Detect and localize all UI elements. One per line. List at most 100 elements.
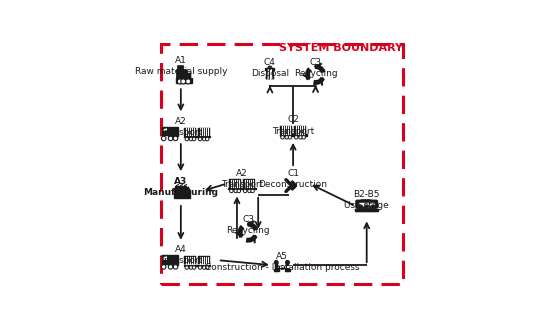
Bar	[177, 80, 192, 83]
Polygon shape	[186, 73, 191, 79]
FancyBboxPatch shape	[359, 203, 364, 206]
FancyBboxPatch shape	[179, 186, 182, 190]
Polygon shape	[291, 185, 296, 190]
Text: A1
Raw material supply: A1 Raw material supply	[135, 56, 227, 76]
Circle shape	[173, 265, 178, 269]
Circle shape	[280, 135, 284, 139]
Bar	[177, 78, 192, 80]
FancyBboxPatch shape	[183, 186, 186, 190]
FancyBboxPatch shape	[162, 127, 168, 136]
Circle shape	[168, 265, 173, 269]
Circle shape	[234, 189, 238, 193]
Text: C3
Recycling: C3 Recycling	[227, 215, 270, 235]
Bar	[287, 262, 289, 271]
Polygon shape	[278, 266, 279, 268]
Bar	[228, 188, 242, 189]
FancyBboxPatch shape	[162, 255, 168, 265]
FancyBboxPatch shape	[369, 203, 374, 206]
Polygon shape	[285, 266, 287, 268]
Bar	[242, 188, 256, 189]
Circle shape	[243, 189, 247, 193]
Circle shape	[206, 137, 209, 141]
Text: C3
Recycling: C3 Recycling	[294, 58, 337, 78]
Text: A4
Transport: A4 Transport	[160, 245, 202, 265]
Circle shape	[185, 266, 189, 269]
Circle shape	[364, 205, 369, 210]
Bar	[184, 264, 197, 266]
Bar	[184, 136, 197, 137]
Bar	[197, 136, 210, 137]
FancyBboxPatch shape	[177, 70, 188, 79]
Polygon shape	[280, 266, 282, 268]
Bar	[184, 256, 196, 264]
Circle shape	[189, 137, 193, 141]
Polygon shape	[291, 181, 296, 186]
Text: A2
Transport: A2 Transport	[221, 169, 263, 189]
Bar	[294, 126, 306, 134]
Text: C4
Disposal: C4 Disposal	[251, 58, 289, 78]
Circle shape	[294, 135, 298, 139]
Bar	[364, 210, 365, 211]
Bar	[279, 134, 293, 135]
Polygon shape	[266, 70, 274, 79]
FancyBboxPatch shape	[356, 200, 377, 208]
Text: SYSTEM BOUNDARY: SYSTEM BOUNDARY	[279, 43, 403, 52]
Circle shape	[359, 206, 361, 209]
Bar	[274, 270, 279, 271]
Text: A2
Transport: A2 Transport	[160, 117, 202, 137]
Text: A5
Construction - Installation process: A5 Construction - Installation process	[205, 252, 359, 272]
Text: A3
Manufacturing: A3 Manufacturing	[144, 177, 218, 197]
FancyBboxPatch shape	[364, 203, 368, 206]
FancyBboxPatch shape	[175, 186, 178, 190]
Circle shape	[365, 206, 368, 209]
Circle shape	[202, 266, 206, 269]
Circle shape	[202, 137, 206, 141]
Circle shape	[189, 266, 193, 269]
Circle shape	[168, 136, 173, 141]
Text: C1
Deconstruction: C1 Deconstruction	[258, 169, 328, 189]
Bar	[197, 264, 210, 266]
FancyBboxPatch shape	[177, 65, 184, 72]
Text: C2
Transport: C2 Transport	[272, 115, 314, 135]
Bar	[168, 127, 178, 136]
Bar	[366, 210, 367, 211]
FancyBboxPatch shape	[163, 128, 167, 131]
Circle shape	[173, 136, 178, 141]
Circle shape	[186, 79, 191, 84]
Circle shape	[251, 189, 254, 193]
Circle shape	[181, 79, 186, 84]
Circle shape	[177, 79, 183, 84]
Bar	[197, 256, 210, 264]
Circle shape	[248, 189, 251, 193]
Polygon shape	[283, 266, 284, 268]
Bar	[275, 262, 277, 271]
Circle shape	[285, 135, 289, 139]
Bar	[355, 209, 378, 210]
Circle shape	[229, 189, 233, 193]
Circle shape	[299, 135, 303, 139]
FancyBboxPatch shape	[266, 68, 274, 70]
Polygon shape	[174, 187, 190, 190]
Bar	[373, 210, 375, 211]
Circle shape	[237, 189, 240, 193]
Circle shape	[358, 205, 363, 210]
Bar	[371, 210, 372, 211]
Circle shape	[371, 205, 376, 210]
Bar	[174, 190, 190, 198]
Bar	[368, 210, 370, 211]
Circle shape	[199, 137, 202, 141]
Circle shape	[185, 137, 189, 141]
Circle shape	[161, 265, 166, 269]
FancyBboxPatch shape	[163, 256, 167, 260]
Circle shape	[286, 260, 289, 264]
Polygon shape	[357, 200, 376, 202]
Bar	[355, 209, 378, 211]
Bar	[168, 255, 178, 265]
Circle shape	[206, 266, 209, 269]
Bar	[184, 128, 196, 136]
Circle shape	[192, 266, 196, 269]
Bar	[361, 210, 362, 211]
Circle shape	[199, 266, 202, 269]
Bar	[293, 134, 307, 135]
Bar	[285, 270, 290, 271]
